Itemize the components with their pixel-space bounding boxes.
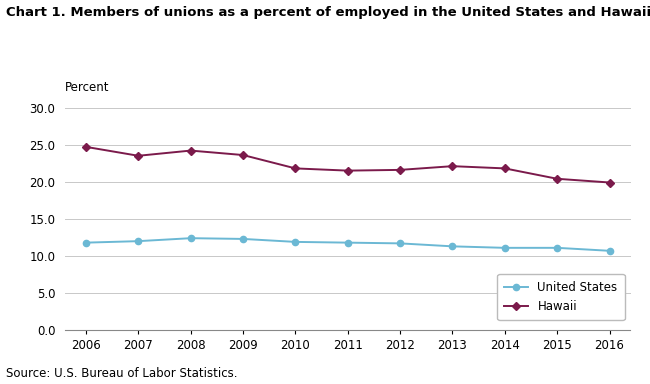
United States bbox=[501, 245, 509, 250]
Hawaii bbox=[553, 177, 561, 181]
United States bbox=[344, 240, 352, 245]
Line: Hawaii: Hawaii bbox=[83, 144, 613, 185]
Line: United States: United States bbox=[83, 235, 613, 254]
Hawaii bbox=[396, 167, 404, 172]
Hawaii bbox=[501, 166, 509, 171]
United States bbox=[448, 244, 456, 249]
United States bbox=[82, 240, 90, 245]
Hawaii bbox=[135, 154, 142, 158]
Hawaii bbox=[606, 180, 614, 185]
Hawaii bbox=[291, 166, 299, 171]
United States bbox=[396, 241, 404, 246]
Text: Chart 1. Members of unions as a percent of employed in the United States and Haw: Chart 1. Members of unions as a percent … bbox=[6, 6, 650, 19]
United States bbox=[135, 239, 142, 243]
Legend: United States, Hawaii: United States, Hawaii bbox=[497, 274, 625, 320]
United States bbox=[187, 236, 194, 240]
Hawaii bbox=[448, 164, 456, 169]
United States bbox=[291, 240, 299, 244]
Hawaii bbox=[239, 153, 247, 157]
Hawaii bbox=[82, 144, 90, 149]
United States bbox=[239, 237, 247, 241]
United States bbox=[606, 248, 614, 253]
Text: Source: U.S. Bureau of Labor Statistics.: Source: U.S. Bureau of Labor Statistics. bbox=[6, 367, 238, 380]
Hawaii bbox=[187, 148, 194, 153]
United States bbox=[553, 245, 561, 250]
Hawaii bbox=[344, 168, 352, 173]
Text: Percent: Percent bbox=[65, 81, 109, 94]
